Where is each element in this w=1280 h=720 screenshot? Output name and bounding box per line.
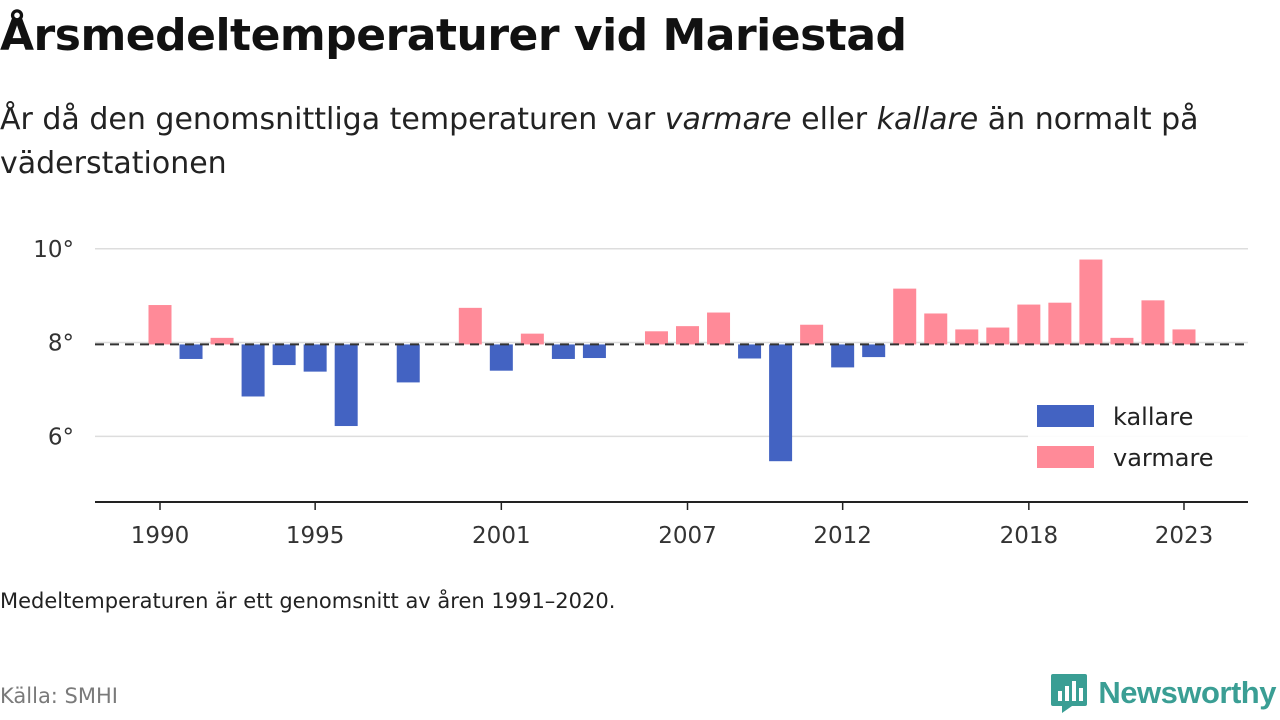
bar-2015 <box>924 313 948 345</box>
bar-2020 <box>1079 259 1103 345</box>
bar-2004 <box>582 344 606 359</box>
bar-2009 <box>738 344 762 359</box>
bars <box>148 259 1196 462</box>
y-tick-label: 10° <box>33 237 74 263</box>
x-tick-label: 2018 <box>1000 523 1059 549</box>
legend-swatch-kallare <box>1037 405 1094 427</box>
bar-2011 <box>800 324 824 345</box>
bar-chart: 6° 8° 10° 1990 1995 2001 2007 2012 2018 2023 kall… <box>33 237 1260 549</box>
x-tick-label: 2012 <box>813 523 872 549</box>
bar-2012 <box>831 344 855 368</box>
y-tick-label: 6° <box>48 424 74 450</box>
newsworthy-chart-icon <box>1051 674 1088 713</box>
bar-2003 <box>551 344 575 359</box>
bar-2019 <box>1048 302 1072 345</box>
subtitle-emphasis-colder: kallare <box>876 102 979 137</box>
bar-2002 <box>520 333 544 345</box>
legend-label-varmare: varmare <box>1113 444 1214 472</box>
footnote: Medeltemperaturen är ett genomsnitt av å… <box>0 589 616 613</box>
x-tick-label: 1995 <box>286 523 345 549</box>
chart-title: Årsmedeltemperaturer vid Mariestad <box>0 10 907 61</box>
bar-1998 <box>396 344 420 383</box>
legend: kallare varmare <box>1028 390 1260 476</box>
source-label: Källa: SMHI <box>0 684 118 708</box>
legend-label-kallare: kallare <box>1113 403 1193 431</box>
bar-2013 <box>862 344 886 358</box>
bar-2010 <box>769 344 793 462</box>
subtitle-text-2: eller <box>791 102 877 137</box>
bar-1992 <box>210 337 234 345</box>
bar-2018 <box>1017 304 1041 345</box>
bar-1995 <box>303 344 327 372</box>
bar-2017 <box>986 327 1010 345</box>
legend-swatch-varmare <box>1037 446 1094 468</box>
bar-1996 <box>334 344 358 427</box>
bar-1990 <box>148 305 172 345</box>
subtitle-emphasis-warmer: varmare <box>664 102 792 137</box>
bar-2021 <box>1110 337 1134 345</box>
bar-2000 <box>458 307 482 345</box>
subtitle-text-3: än normalt på väderstationen <box>0 102 1199 181</box>
bar-1994 <box>272 344 296 366</box>
bar-1991 <box>179 344 203 359</box>
bar-2016 <box>955 329 979 345</box>
subtitle-text-1: År då den genomsnittliga temperaturen va… <box>0 102 665 137</box>
x-tick-label: 2007 <box>658 523 717 549</box>
brand-logo[interactable]: Newsworthy <box>1050 670 1276 716</box>
x-tick-label: 1990 <box>131 523 190 549</box>
x-tick-label: 2023 <box>1155 523 1214 549</box>
bar-2014 <box>893 288 917 345</box>
brand-name: Newsworthy <box>1098 675 1276 710</box>
chart-subtitle: År då den genomsnittliga temperaturen va… <box>0 98 1270 186</box>
bar-2006 <box>644 331 668 345</box>
x-tick-label: 2001 <box>472 523 531 549</box>
axes: 6° 8° 10° 1990 1995 2001 2007 2012 2018 2023 <box>33 237 1248 549</box>
bar-2023 <box>1172 329 1196 345</box>
bar-2001 <box>489 344 513 371</box>
bar-2022 <box>1141 300 1165 345</box>
bar-2007 <box>676 326 700 345</box>
bar-1993 <box>241 344 265 397</box>
bar-2008 <box>707 312 731 345</box>
y-tick-label: 8° <box>48 331 74 357</box>
